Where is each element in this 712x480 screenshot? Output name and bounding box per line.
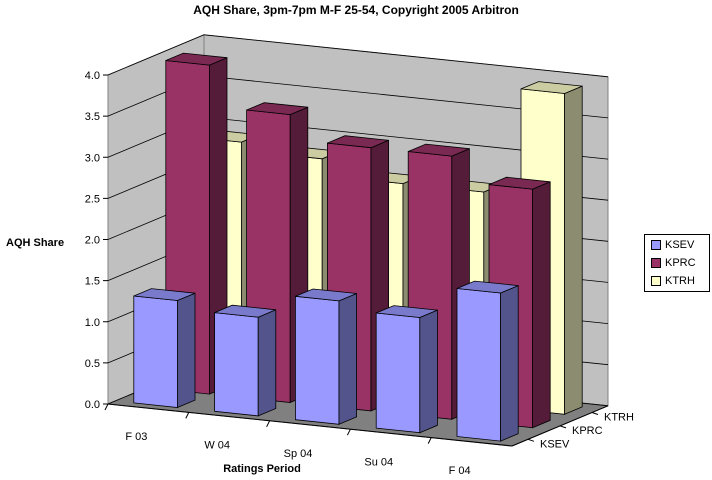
depth-tick-mark (559, 425, 567, 429)
x-tick-mark (185, 412, 190, 419)
y-tick-label: 1.5 (85, 276, 100, 288)
bar-top (133, 288, 196, 301)
bar-front (456, 288, 502, 442)
bar-front (133, 295, 178, 408)
bar-ksev-f-03 (133, 288, 196, 409)
bar-front (375, 312, 421, 434)
bar-ksev-sp-04 (294, 288, 358, 425)
legend-label-kprc: KPRC (665, 257, 696, 269)
bar-ksev-f-04 (456, 280, 519, 442)
bar-top (295, 288, 357, 302)
bar-top (408, 143, 470, 157)
bar-top (520, 81, 583, 94)
y-tick-label: 0.0 (85, 399, 100, 411)
depth-tick-label: KPRC (572, 425, 603, 437)
gridline (107, 34, 609, 78)
plot-area: 0.0 0.5 1.0 1.5 2.0 2.5 3.0 3.5 4.0 F 03 W 04 Sp 04… (85, 34, 634, 477)
legend-label-ksev: KSEV (665, 239, 695, 251)
x-axis-label: Ratings Period (223, 463, 301, 475)
y-tick-label: 2.0 (85, 235, 100, 247)
bar-top (376, 305, 438, 318)
bar-side (257, 309, 277, 417)
legend-swatch-ksev (651, 240, 661, 250)
x-tick-label: W 04 (204, 440, 230, 452)
bar-side (532, 181, 551, 429)
chart-title: AQH Share, 3pm-7pm M-F 25-54, Copyright … (193, 3, 519, 17)
legend-swatch-kprc (651, 258, 661, 268)
x-tick-label: F 03 (125, 431, 147, 443)
x-tick-mark (346, 428, 351, 436)
bar-side (419, 309, 438, 434)
bar-top (456, 280, 519, 294)
y-axis-label: AQH Share (6, 237, 64, 249)
y-tick-label: 4.0 (85, 70, 100, 82)
depth-tick-mark (591, 412, 599, 415)
legend-label-ktrh: KTRH (665, 275, 695, 287)
y-tick-label: 1.0 (85, 317, 100, 329)
y-tick-label: 3.0 (85, 152, 100, 164)
y-tick-label: 0.5 (85, 358, 100, 370)
bar-ksev-su-04 (375, 305, 438, 434)
bar-front (294, 295, 340, 425)
bar-top (214, 304, 276, 318)
bar-side (500, 284, 519, 442)
x-tick-mark (266, 420, 271, 428)
bar-top (165, 52, 228, 66)
x-tick-label: Sp 04 (284, 448, 313, 460)
legend-item-ktrh: KTRH (651, 274, 695, 288)
legend-item-kprc: KPRC (651, 256, 696, 270)
bar-top (246, 102, 308, 116)
legend-item-ksev: KSEV (651, 238, 694, 252)
x-tick-label: F 04 (449, 465, 471, 477)
x-tick-label: Su 04 (364, 456, 393, 468)
bar-side (176, 292, 196, 409)
bar-front (214, 312, 259, 417)
depth-tick-mark (527, 438, 535, 442)
y-tick-label: 3.5 (85, 111, 100, 123)
bar-top (327, 135, 389, 149)
legend-swatch-ktrh (651, 276, 661, 286)
bar-side (564, 85, 583, 415)
x-axis-line (107, 403, 513, 447)
x-tick-mark (104, 403, 109, 411)
x-tick-mark (427, 437, 432, 444)
bar-side (338, 292, 358, 425)
y-tick-label: 2.5 (85, 193, 100, 205)
depth-tick-label: KTRH (604, 412, 634, 424)
depth-tick-label: KSEV (540, 438, 570, 450)
legend: KSEV KPRC KTRH (644, 234, 710, 292)
bar-ksev-w-04 (214, 304, 277, 417)
bar-top (488, 176, 551, 190)
